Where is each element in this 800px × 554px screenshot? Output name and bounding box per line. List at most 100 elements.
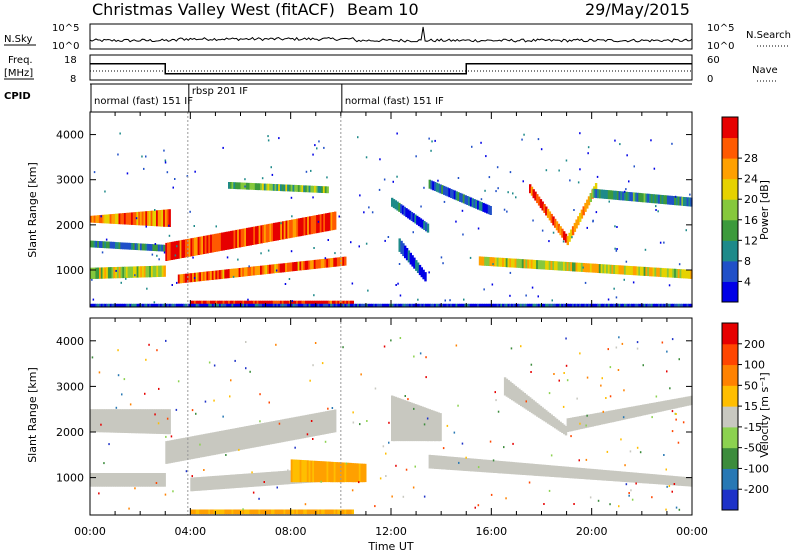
power-band-cell (641, 303, 645, 307)
power-speck (338, 215, 340, 218)
power-speck (368, 206, 370, 209)
power-band-cell (322, 258, 325, 268)
velocity-band-cell (269, 509, 272, 515)
power-band-cell (310, 185, 313, 193)
power-band-cell (113, 213, 116, 224)
power-colorbar-swatch (722, 137, 738, 159)
power-band-cell (233, 303, 236, 307)
power-band-cell (421, 303, 424, 307)
power-band-cell (520, 259, 523, 269)
power-band-cell (150, 303, 154, 307)
power-band-cell (688, 303, 691, 307)
power-speck (158, 258, 160, 261)
power-band-cell (638, 303, 641, 307)
velocity-speck (461, 442, 464, 445)
power-speck (420, 205, 422, 208)
power-band-cell (279, 303, 283, 307)
power-band-cell (262, 300, 265, 307)
power-band-cell (152, 265, 156, 278)
velocity-band-cell (491, 460, 494, 473)
power-band-cell (118, 242, 121, 250)
power-band-cell (233, 230, 236, 249)
velocity-band-cell (122, 409, 125, 433)
power-band-cell (116, 303, 120, 307)
power-band-cell (658, 267, 661, 277)
power-band-cell (423, 221, 426, 230)
power-band-cell (561, 228, 564, 238)
velocity-band-cell (143, 409, 146, 434)
power-band-cell (296, 300, 299, 307)
velocity-speck (565, 364, 568, 367)
velocity-band-cell (206, 433, 209, 457)
power-band-cell (125, 242, 129, 250)
velocity-band-cell (237, 427, 240, 451)
velocity-speck (639, 451, 642, 454)
power-band-cell (231, 268, 234, 278)
velocity-band-cell (417, 405, 421, 442)
velocity-band-cell (220, 475, 224, 490)
velocity-band-cell (584, 468, 587, 480)
velocity-band-cell (149, 473, 152, 487)
power-band-cell (414, 214, 417, 224)
power-band-cell (507, 258, 510, 268)
velocity-band-cell (521, 391, 525, 408)
velocity-band-cell (645, 404, 648, 415)
power-band-cell (616, 191, 620, 200)
power-band-cell (206, 303, 209, 307)
velocity-band-cell (308, 509, 311, 515)
power-speck (318, 140, 320, 143)
power-speck (423, 186, 425, 189)
power-band-cell (305, 217, 308, 236)
velocity-band-cell (690, 395, 693, 405)
power-band-cell (190, 238, 193, 257)
power-band-cell (530, 186, 534, 196)
velocity-band-cell (563, 466, 566, 478)
velocity-speck (172, 490, 174, 493)
power-band-cell (641, 266, 645, 276)
velocity-band-cell (249, 425, 252, 449)
power-band-cell (620, 191, 623, 201)
velocity-band-cell (568, 466, 571, 479)
velocity-band-cell (446, 456, 449, 470)
velocity-band-cell (260, 472, 263, 487)
velocity-band-cell (159, 473, 163, 487)
velocity-colorbar-swatch (722, 468, 738, 490)
power-band-cell (324, 258, 327, 268)
power-band-cell (104, 214, 107, 224)
power-band-cell (606, 303, 609, 307)
power-band-cell (681, 269, 684, 279)
power-band-cell (665, 303, 668, 307)
velocity-band-cell (127, 409, 130, 434)
power-band-cell (98, 215, 102, 224)
velocity-speck (617, 369, 620, 371)
velocity-band-cell (615, 409, 618, 422)
power-band-cell (326, 303, 329, 307)
power-band-cell (129, 212, 132, 225)
velocity-band-cell (573, 417, 577, 431)
velocity-speck (558, 379, 560, 382)
velocity-band-cell (514, 462, 517, 475)
power-band-cell (573, 303, 577, 307)
velocity-speck (170, 435, 173, 438)
power-band-cell (197, 300, 200, 307)
velocity-band-cell (532, 463, 535, 476)
velocity-band-cell (622, 471, 625, 482)
power-band-cell (267, 303, 270, 307)
power-band-cell (435, 182, 439, 192)
power-band-cell (459, 303, 462, 307)
power-band-cell (326, 258, 329, 268)
velocity-speck (374, 387, 377, 390)
power-band-cell (675, 303, 679, 307)
velocity-speck (477, 504, 480, 507)
power-band-cell (233, 300, 236, 307)
power-band-cell (220, 232, 224, 251)
velocity-band-cell (589, 414, 593, 427)
velocity-speck (413, 355, 415, 358)
velocity-band-cell (448, 456, 451, 470)
velocity-speck (195, 412, 197, 415)
power-band-cell (93, 240, 96, 248)
velocity-band-cell (579, 467, 582, 479)
power-band-cell (252, 266, 256, 276)
power-band-cell (486, 204, 489, 214)
power-band-cell (229, 230, 233, 249)
